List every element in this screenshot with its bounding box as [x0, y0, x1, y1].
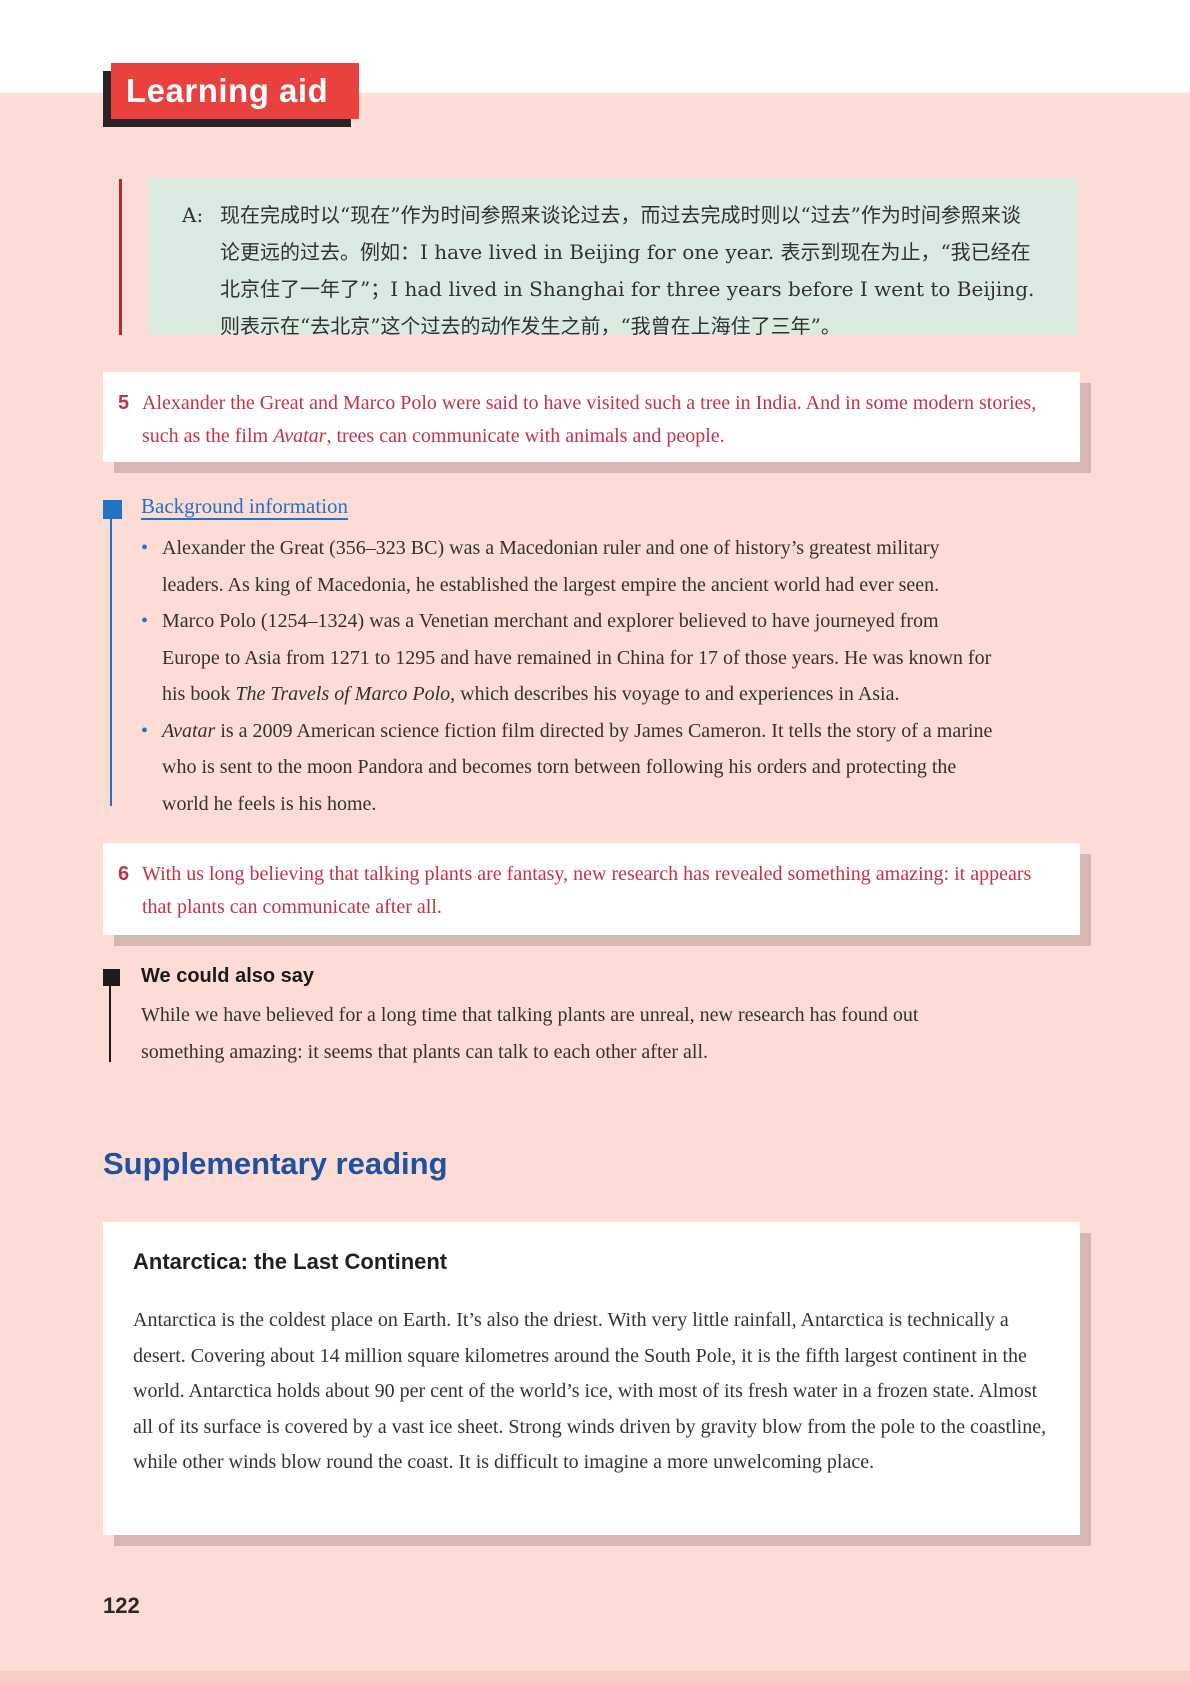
grammar-note-label: A:	[182, 203, 204, 227]
background-bullet-item: • Marco Polo (1254–1324) was a Venetian …	[141, 603, 997, 713]
bullet-dot-icon: •	[141, 610, 149, 632]
note-6-box: 6 With us long believing that talking pl…	[103, 843, 1080, 935]
learning-aid-badge: Learning aid	[111, 63, 359, 119]
background-bullet-item: • Alexander the Great (356–323 BC) was a…	[141, 530, 997, 603]
we-could-also-say-square-bullet	[103, 969, 120, 986]
learning-aid-badge-label: Learning aid	[126, 72, 329, 109]
we-could-also-say-vertical-rule	[109, 986, 111, 1062]
bullet-dot-icon: •	[141, 719, 149, 742]
article-text: Antarctica is the coldest place on Earth…	[133, 1309, 1047, 1473]
supplementary-reading-title: Supplementary reading	[103, 1146, 448, 1181]
background-bullet-text: Alexander the Great (356–323 BC) was a M…	[162, 537, 940, 596]
background-bullet-text: Marco Polo (1254–1324) was a Venetian me…	[162, 610, 992, 705]
background-info-vertical-rule	[110, 519, 112, 806]
note-6-number: 6	[118, 863, 130, 885]
we-could-also-say-title: We could also say	[141, 965, 315, 987]
page-bottom-edge	[0, 1671, 1190, 1683]
grammar-note-rule	[119, 179, 122, 335]
antarctica-article-box: Antarctica: the Last Continent Antarctic…	[103, 1222, 1080, 1535]
note-5-box: 5 Alexander the Great and Marco Polo wer…	[103, 372, 1080, 462]
note-5-number: 5	[118, 392, 130, 414]
article-title: Antarctica: the Last Continent	[133, 1249, 448, 1274]
grammar-note-text: 现在完成时以“现在”作为时间参照来谈论过去，而过去完成时则以“过去”作为时间参照…	[220, 203, 1035, 338]
background-bullet-text: Avatar is a 2009 American science fictio…	[162, 719, 993, 815]
note-6-text: With us long believing that talking plan…	[142, 863, 1032, 918]
note-5-text: Alexander the Great and Marco Polo were …	[142, 392, 1037, 447]
grammar-note-box: A: 现在完成时以“现在”作为时间参照来谈论过去，而过去完成时则以“过去”作为时…	[148, 178, 1078, 338]
background-info-square-bullet	[103, 500, 122, 519]
page-number: 122	[103, 1593, 140, 1618]
background-info-title: Background information	[141, 494, 349, 518]
we-could-also-say-text: While we have believed for a long time t…	[141, 1004, 919, 1063]
background-bullet-item: • Avatar is a 2009 American science fict…	[141, 713, 997, 823]
bullet-dot-icon: •	[141, 537, 149, 559]
background-info-list: • Alexander the Great (356–323 BC) was a…	[141, 530, 997, 822]
